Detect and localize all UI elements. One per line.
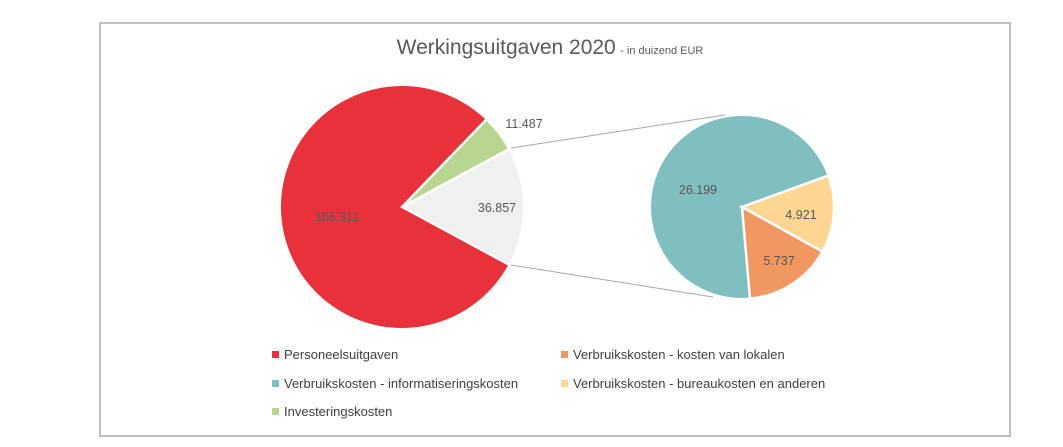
legend-item-bureaukosten[interactable]: Verbruikskosten - bureaukosten en andere… [561,376,825,391]
connector-line-bottom [510,264,714,298]
label-investeringskosten: 11.487 [505,117,542,131]
legend-swatch-icon [561,351,568,358]
label-bureaukosten: 4.921 [785,208,816,222]
chart-title-subtitle: - in duizend EUR [620,45,704,57]
slice-informatiseringskosten[interactable] [649,113,830,300]
slice-personeelsuitgaven[interactable] [279,84,511,330]
legend-swatch-icon [561,380,568,387]
legend-label: Verbruikskosten - kosten van lokalen [573,347,785,362]
label-kosten-van-lokalen: 5.737 [763,254,794,268]
slice-investeringskosten[interactable] [401,117,511,209]
label-informatiseringskosten: 26.199 [679,183,717,197]
legend-swatch-icon [272,380,279,387]
secondary-pie [649,113,836,300]
chart-title-main: Werkingsuitgaven 2020 [396,36,616,59]
label-personeelsuitgaven: 186.311 [315,210,359,224]
slice-kosten-van-lokalen[interactable] [740,204,825,300]
legend-item-investeringskosten[interactable]: Investeringskosten [272,404,392,419]
legend-label: Verbruikskosten - informatiseringskosten [284,376,519,391]
connector-line-top [510,114,726,149]
slice-bureaukosten[interactable] [738,173,836,254]
main-pie [279,84,525,330]
chart-frame [99,22,1011,437]
chart-title: Werkingsuitgaven 2020 - in duizend EUR [0,36,1063,60]
legend-label: Verbruikskosten - bureaukosten en andere… [573,376,826,391]
legend-swatch-icon [272,408,279,415]
legend-swatch-icon [272,351,279,358]
slice-verbruikskosten-totaal[interactable] [399,147,525,267]
legend-label: Investeringskosten [284,404,393,419]
legend-label: Personeelsuitgaven [284,347,399,362]
legend-item-kosten-van-lokalen[interactable]: Verbruikskosten - kosten van lokalen [561,347,785,362]
legend-item-informatiseringskosten[interactable]: Verbruikskosten - informatiseringskosten [272,376,518,391]
legend-item-personeelsuitgaven[interactable]: Personeelsuitgaven [272,347,398,362]
label-verbruikskosten-totaal: 36.857 [478,201,516,215]
